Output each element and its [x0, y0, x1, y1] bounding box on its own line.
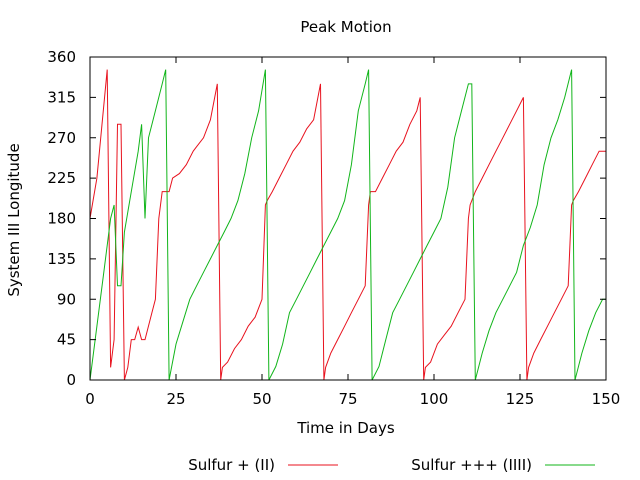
- y-axis-label: System III Longitude: [5, 143, 23, 296]
- x-tick-label: 50: [252, 390, 271, 408]
- y-tick-label: 90: [57, 290, 76, 308]
- legend-label-sulfur-ii: Sulfur + (II): [188, 456, 275, 474]
- y-tick-label: 315: [47, 88, 76, 106]
- y-tick-label: 225: [47, 169, 76, 187]
- series-layer: [89, 69, 606, 381]
- x-axis-label: Time in Days: [296, 419, 395, 437]
- legend: Sulfur + (II) Sulfur +++ (IIII): [188, 456, 595, 474]
- legend-label-sulfur-iiii: Sulfur +++ (IIII): [411, 456, 532, 474]
- series-line-1: [89, 69, 606, 381]
- ticks: 0 45 90 135 180 225 270 315 360 0 25 50 75 100 125 150: [47, 48, 620, 408]
- x-tick-label: 125: [506, 390, 535, 408]
- x-tick-label: 25: [166, 390, 185, 408]
- chart-title: Peak Motion: [300, 18, 391, 36]
- series-line-0: [89, 69, 606, 381]
- x-tick-label: 75: [338, 390, 357, 408]
- y-tick-label: 0: [66, 371, 76, 389]
- y-tick-label: 45: [57, 331, 76, 349]
- x-tick-label: 150: [592, 390, 621, 408]
- x-tick-label: 100: [420, 390, 449, 408]
- y-tick-label: 270: [47, 129, 76, 147]
- y-tick-label: 180: [47, 210, 76, 228]
- y-tick-label: 135: [47, 250, 76, 268]
- y-tick-label: 360: [47, 48, 76, 66]
- x-tick-label: 0: [85, 390, 95, 408]
